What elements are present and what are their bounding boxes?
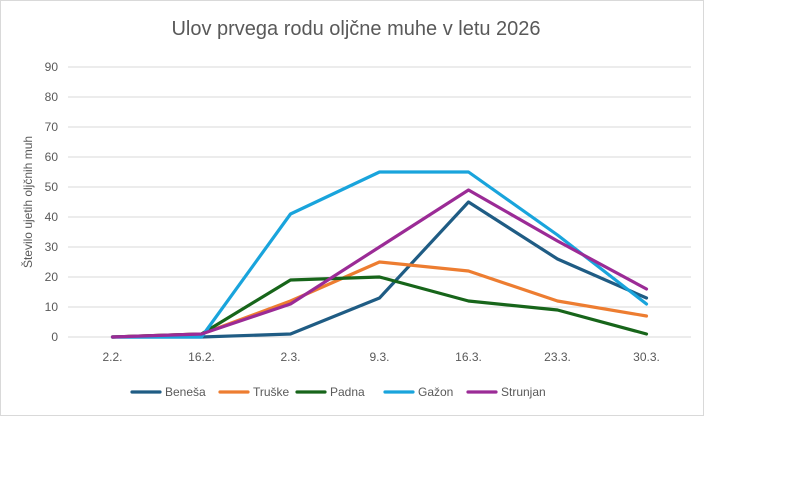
legend-label: Strunjan [501, 385, 546, 399]
series-lines [110, 170, 649, 339]
y-tick-label: 60 [45, 150, 59, 164]
x-tick-label: 2.2. [102, 350, 122, 364]
y-tick-label: 90 [45, 60, 59, 74]
legend-item: Truške [218, 385, 290, 399]
y-tick-label: 0 [51, 330, 58, 344]
y-tick-label: 20 [45, 270, 59, 284]
gridlines [68, 66, 691, 338]
x-tick-label: 23.3. [544, 350, 571, 364]
chart-title: Ulov prvega rodu oljčne muhe v letu 2026 [171, 18, 540, 40]
legend-label: Gažon [418, 385, 453, 399]
y-tick-label: 40 [45, 210, 59, 224]
legend-label: Truške [253, 385, 290, 399]
legend-label: Padna [330, 385, 365, 399]
legend-item: Beneša [130, 385, 206, 399]
chart-svg: Ulov prvega rodu oljčne muhe v letu 2026… [20, 18, 691, 399]
legend: Beneša Truške Padna Gažon Strunjan [130, 385, 546, 399]
y-tick-label: 30 [45, 240, 59, 254]
x-tick-label: 30.3. [633, 350, 660, 364]
legend-item: Gažon [383, 385, 453, 399]
x-tick-label: 16.3. [455, 350, 482, 364]
legend-label: Beneša [165, 385, 206, 399]
y-tick-label: 70 [45, 120, 59, 134]
y-axis-title: Število ujetih oljčnih muh [20, 136, 35, 268]
x-tick-label: 9.3. [369, 350, 389, 364]
series-line-strunjan [110, 188, 649, 339]
y-tick-label: 80 [45, 90, 59, 104]
x-tick-label: 2.3. [280, 350, 300, 364]
legend-item: Padna [295, 385, 365, 399]
x-tick-label: 16.2. [188, 350, 215, 364]
y-tick-label: 10 [45, 300, 59, 314]
x-axis-ticks: 2.2. 16.2. 2.3. 9.3. 16.3. 23.3. 30.3. [102, 350, 659, 364]
chart-area: Ulov prvega rodu oljčne muhe v letu 2026… [0, 0, 704, 416]
y-tick-label: 50 [45, 180, 59, 194]
y-axis-ticks: 0 10 20 30 40 50 60 70 80 90 [45, 60, 59, 344]
series-line-beneša [110, 200, 649, 339]
legend-item: Strunjan [466, 385, 546, 399]
series-line-gažon [110, 170, 649, 339]
